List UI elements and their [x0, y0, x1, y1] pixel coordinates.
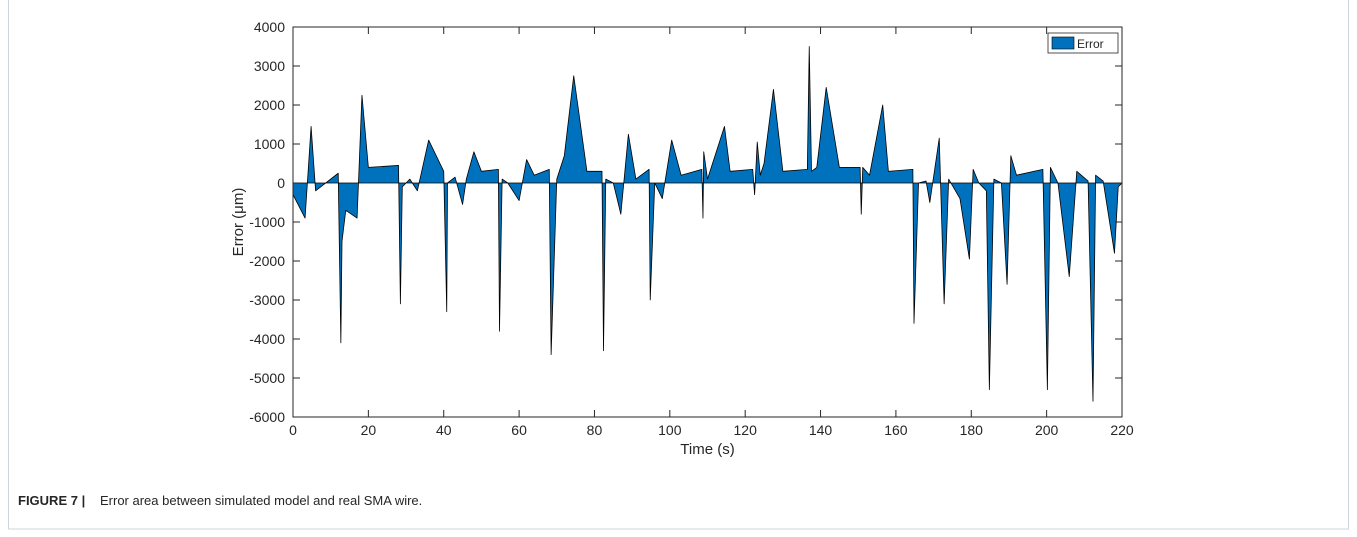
y-axis-label: Error (μm) — [230, 188, 247, 257]
legend-label: Error — [1077, 37, 1104, 51]
x-tick-label: 100 — [658, 422, 682, 438]
y-tick-label: -6000 — [249, 409, 285, 425]
error-area — [292, 46, 1123, 402]
y-tick-label: -4000 — [249, 331, 285, 347]
x-tick-label: 20 — [361, 422, 377, 438]
figure-frame — [8, 0, 1349, 530]
x-tick-label: 60 — [511, 422, 527, 438]
x-tick-label: 80 — [587, 422, 603, 438]
x-tick-label: 120 — [734, 422, 758, 438]
x-axis-label: Time (s) — [680, 441, 734, 458]
x-tick-label: 140 — [809, 422, 833, 438]
y-tick-label: 4000 — [254, 19, 285, 35]
y-tick-label: -2000 — [249, 253, 285, 269]
x-tick-label: 200 — [1035, 422, 1059, 438]
x-tick-label: 40 — [436, 422, 452, 438]
x-tick-label: 0 — [289, 422, 297, 438]
y-tick-label: 0 — [277, 175, 285, 191]
y-tick-label: 1000 — [254, 136, 285, 152]
caption-label: FIGURE 7 | — [18, 493, 85, 508]
legend-swatch — [1051, 36, 1075, 50]
x-tick-label: 180 — [960, 422, 984, 438]
y-tick-label: -5000 — [249, 370, 285, 386]
y-tick-label: -1000 — [249, 214, 285, 230]
x-tick-label: 160 — [884, 422, 908, 438]
caption-text: Error area between simulated model and r… — [100, 493, 422, 508]
plot-background — [293, 27, 1122, 417]
y-tick-label: -3000 — [249, 292, 285, 308]
x-tick-label: 220 — [1110, 422, 1134, 438]
y-tick-label: 3000 — [254, 58, 285, 74]
y-tick-label: 2000 — [254, 97, 285, 113]
